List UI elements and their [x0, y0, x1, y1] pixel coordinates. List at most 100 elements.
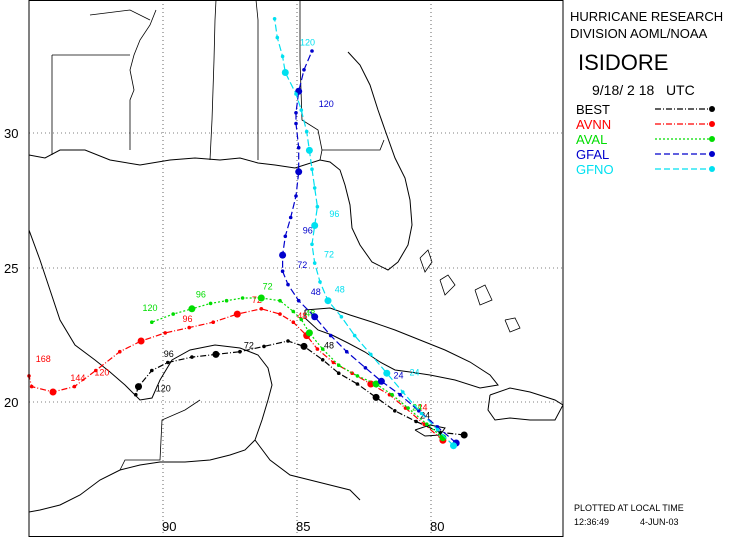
track-hour-label-avnn: 48 — [297, 311, 307, 321]
track-point-gfno — [450, 442, 457, 450]
track-line-gfno — [274, 18, 454, 447]
track-hour-label-aval: 24 — [412, 403, 422, 413]
lon-label-80: 80 — [430, 519, 444, 534]
track-point-gfno — [275, 35, 280, 40]
track-point-gfal — [363, 366, 368, 370]
bahamas-1 — [419, 249, 433, 273]
track-point-avnn — [94, 368, 98, 373]
track-point-avnn — [163, 331, 167, 335]
track-point-gfno — [324, 297, 332, 305]
track-hour-label-best: 96 — [164, 349, 174, 359]
track-point-aval — [390, 392, 394, 397]
state-border-7 — [299, 0, 323, 151]
track-point-gfno — [305, 146, 313, 154]
track-point-gfno — [272, 17, 277, 21]
plot-time: 12:36:49 — [574, 517, 609, 527]
track-point-aval — [150, 320, 154, 325]
track-hour-label-gfno: 96 — [329, 209, 339, 219]
track-point-gfno — [312, 261, 317, 265]
yucatan-coastline — [29, 229, 273, 513]
track-point-best — [166, 360, 170, 365]
lat-label-25: 25 — [4, 261, 18, 276]
track-point-gfno — [383, 369, 391, 377]
track-hour-label-gfal: 120 — [319, 99, 334, 109]
legend-label-avnn: AVNN — [576, 117, 611, 132]
info-panel: HURRICANE RESEARCH DIVISION AOML/NOAA IS… — [570, 9, 723, 527]
track-point-best — [135, 383, 142, 391]
track-point-gfno — [352, 333, 357, 338]
bahamas-3 — [474, 284, 493, 306]
bahamas-2 — [439, 274, 456, 296]
track-point-aval — [171, 312, 175, 316]
track-point-avnn — [291, 320, 296, 325]
track-point-best — [150, 368, 154, 373]
track-point-avnn — [403, 406, 408, 410]
track-hour-label-avnn: 144 — [70, 373, 85, 383]
track-point-gfno — [280, 54, 285, 59]
state-border-8 — [89, 9, 151, 21]
track-point-aval — [336, 363, 341, 368]
track-hour-label-aval: 96 — [196, 290, 206, 300]
track-point-gfno — [318, 280, 322, 284]
lon-label-85: 85 — [296, 519, 310, 534]
legend-marker-avnn — [709, 121, 715, 127]
track-best: 24 48 72 96 120 — [134, 339, 468, 439]
track-point-avnn — [315, 347, 320, 351]
track-hour-label-avnn: 168 — [36, 354, 51, 364]
track-point-best — [190, 355, 194, 359]
state-border-5 — [255, 0, 259, 160]
track-point-aval — [224, 298, 229, 303]
track-point-avnn — [278, 312, 282, 316]
track-point-avnn — [118, 349, 122, 354]
track-point-gfal — [294, 194, 298, 198]
plotted-at-local-time: PLOTTED AT LOCAL TIME — [574, 503, 684, 513]
track-point-gfno — [435, 427, 440, 432]
track-point-gfal — [288, 215, 293, 220]
lat-label-30: 30 — [4, 126, 18, 141]
track-line-avnn — [28, 308, 444, 441]
track-point-avnn — [211, 320, 215, 325]
forecast-tracks: 2448729612024487296120144168244872961202… — [27, 17, 468, 450]
track-point-gfal — [296, 145, 301, 150]
us-coastline — [29, 51, 413, 271]
track-hour-label-gfno: 120 — [300, 37, 315, 47]
track-hour-label-aval: 120 — [143, 303, 158, 313]
legend-label-gfno: GFNO — [576, 162, 614, 177]
track-hour-label-gfno: 72 — [324, 249, 334, 259]
track-line-best — [135, 340, 465, 436]
cuba-outline — [304, 307, 499, 389]
track-point-gfal — [311, 313, 319, 321]
track-point-gfal — [302, 68, 306, 72]
track-point-aval — [257, 294, 265, 302]
track-point-gfno — [299, 108, 304, 112]
track-hour-label-gfal: 72 — [297, 260, 307, 270]
track-point-gfno — [294, 92, 298, 96]
track-point-best — [355, 382, 360, 386]
track-hour-label-gfno: 48 — [335, 284, 345, 294]
state-border-1 — [129, 9, 157, 150]
track-point-avnn — [49, 388, 57, 396]
track-point-gfal — [435, 425, 440, 429]
legend-marker-gfno — [709, 166, 715, 172]
track-hour-label-gfal: 24 — [394, 370, 404, 380]
track-point-avnn — [259, 307, 264, 311]
track-point-aval — [188, 305, 196, 313]
track-point-gfal — [295, 168, 303, 176]
track-hour-label-aval: 48 — [305, 309, 315, 319]
track-point-aval — [372, 380, 380, 388]
track-point-best — [262, 344, 266, 349]
track-point-gfno — [312, 186, 317, 190]
track-point-gfno — [315, 204, 320, 209]
track-point-gfal — [377, 377, 385, 385]
plot-date: 4-JUN-03 — [640, 517, 679, 527]
track-point-gfno — [281, 69, 289, 76]
track-point-avnn — [233, 310, 241, 318]
track-gfal: 24 48 72 96 120 — [279, 49, 460, 447]
track-gfno: 24 48 72 96 120 — [272, 17, 457, 450]
track-point-aval — [320, 347, 325, 351]
track-hour-label-gfal: 48 — [311, 287, 321, 297]
track-point-aval — [406, 406, 410, 410]
track-point-avnn — [29, 384, 34, 389]
track-point-best — [286, 339, 290, 343]
